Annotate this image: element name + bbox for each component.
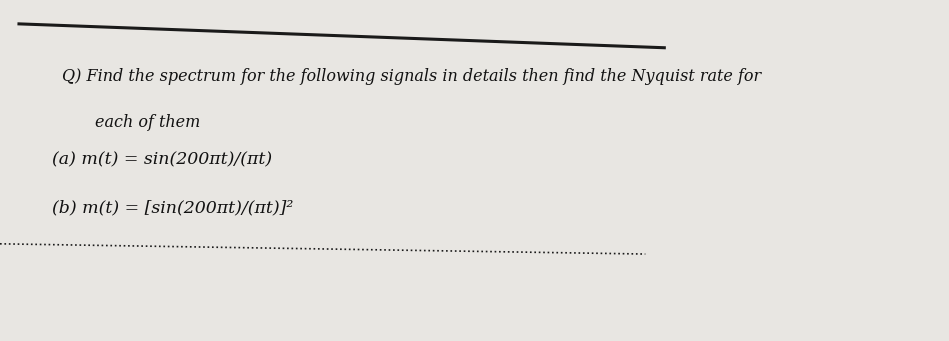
Text: Q) Find the spectrum for the following signals in details then find the Nyquist : Q) Find the spectrum for the following s… — [62, 68, 761, 85]
Text: (a) m(t) = sin(200πt)/(πt): (a) m(t) = sin(200πt)/(πt) — [52, 152, 272, 169]
Text: (b) m(t) = [sin(200πt)/(πt)]²: (b) m(t) = [sin(200πt)/(πt)]² — [52, 199, 293, 217]
Text: each of them: each of them — [95, 114, 200, 131]
